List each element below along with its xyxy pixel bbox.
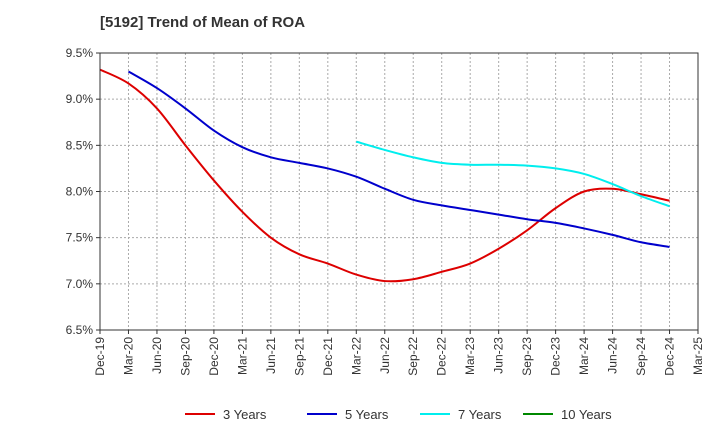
x-tick-label: Sep-23 [520, 337, 534, 376]
x-axis: Dec-19 Mar-20 Jun-20 Sep-20 Dec-20 Mar-21 Jun-… [93, 330, 705, 376]
x-tick-label: Dec-20 [207, 337, 221, 376]
x-tick-label: Sep-22 [406, 337, 420, 376]
y-tick-label: 6.5% [66, 323, 94, 337]
x-tick-label: Sep-20 [178, 337, 192, 376]
series-line-5-years [127, 70, 670, 248]
x-tick-label: Mar-24 [577, 337, 591, 375]
grid [100, 53, 698, 330]
x-tick-label: Mar-20 [121, 337, 135, 375]
legend-label-10-years: 10 Years [561, 407, 612, 422]
x-tick-label: Mar-21 [235, 337, 249, 375]
x-tick-label: Dec-24 [663, 337, 677, 376]
x-tick-label: Jun-23 [492, 337, 506, 374]
y-axis: 6.5% 7.0% 7.5% 8.0% 8.5% 9.0% 9.5% [66, 46, 100, 337]
x-tick-label: Sep-21 [292, 337, 306, 376]
x-tick-label: Jun-20 [150, 337, 164, 374]
y-tick-label: 9.0% [66, 92, 94, 106]
series-line-7-years [356, 140, 670, 208]
x-tick-label: Mar-22 [349, 337, 363, 375]
series-lines [99, 68, 670, 283]
y-tick-label: 7.5% [66, 231, 94, 245]
y-tick-label: 9.5% [66, 46, 94, 60]
x-tick-label: Dec-21 [321, 337, 335, 376]
x-tick-label: Mar-23 [463, 337, 477, 375]
legend-label-5-years: 5 Years [345, 407, 389, 422]
legend-label-3-years: 3 Years [223, 407, 267, 422]
legend-label-7-years: 7 Years [458, 407, 502, 422]
legend: 3 Years 5 Years 7 Years 10 Years [185, 407, 612, 422]
x-tick-label: Sep-24 [634, 337, 648, 376]
x-tick-label: Dec-19 [93, 337, 107, 376]
series-line-3-years [99, 68, 670, 283]
chart-title: [5192] Trend of Mean of ROA [100, 14, 305, 31]
y-tick-label: 8.0% [66, 185, 94, 199]
x-tick-label: Jun-22 [378, 337, 392, 374]
x-tick-label: Jun-21 [264, 337, 278, 374]
y-tick-label: 8.5% [66, 138, 94, 152]
x-tick-label: Mar-25 [691, 337, 705, 375]
x-tick-label: Dec-22 [435, 337, 449, 376]
y-tick-label: 7.0% [66, 277, 94, 291]
x-tick-label: Dec-23 [549, 337, 563, 376]
x-tick-label: Jun-24 [606, 337, 620, 374]
